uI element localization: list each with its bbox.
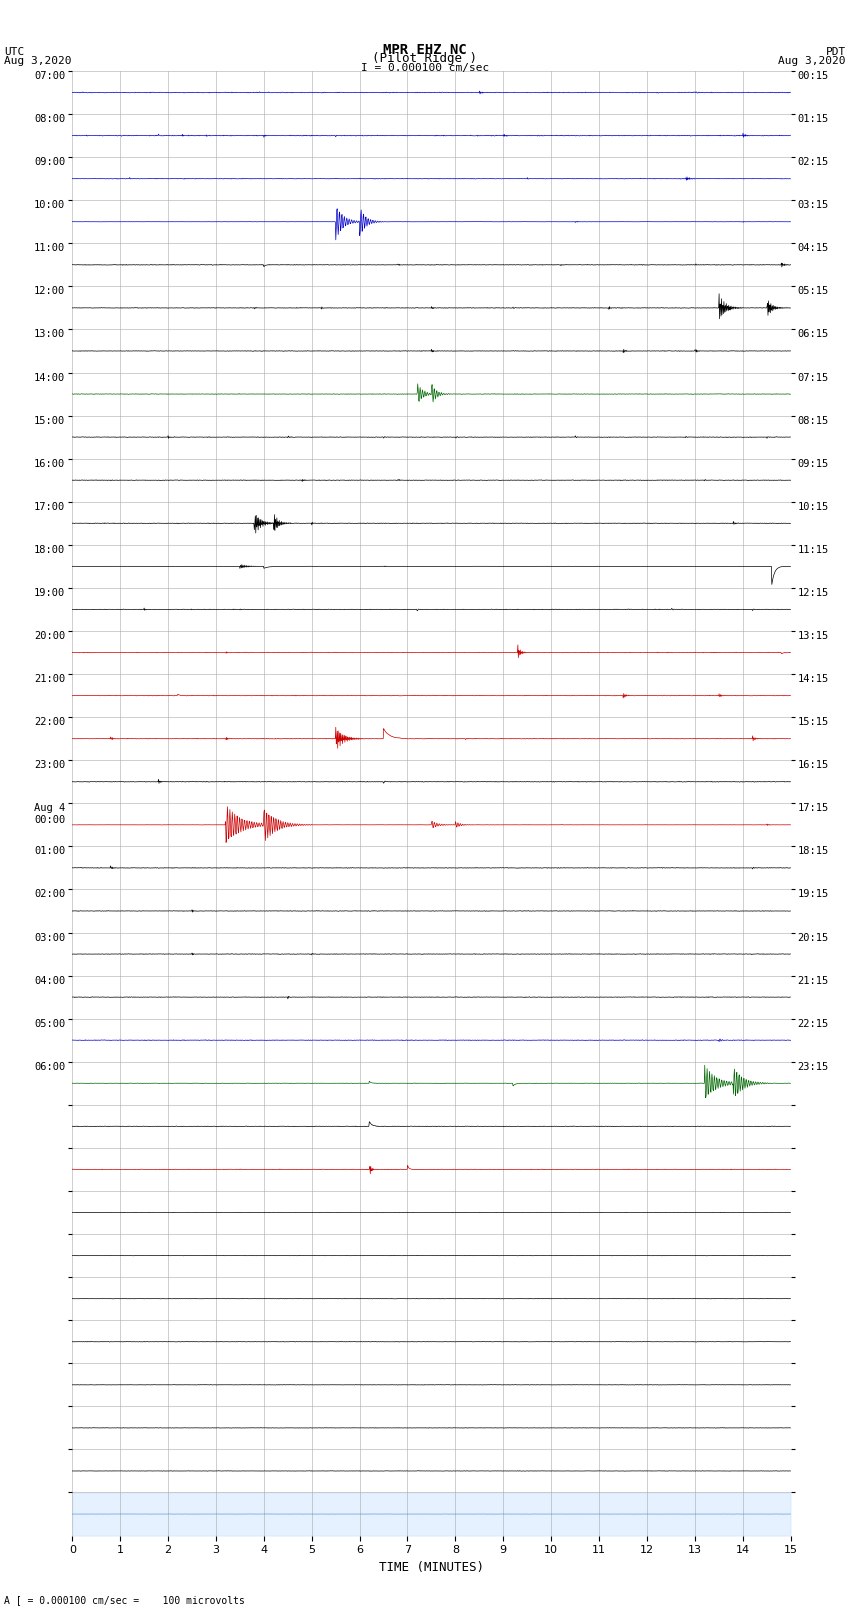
Text: UTC: UTC xyxy=(4,47,25,58)
Text: I = 0.000100 cm/sec: I = 0.000100 cm/sec xyxy=(361,63,489,73)
Text: MPR EHZ NC: MPR EHZ NC xyxy=(383,44,467,58)
Text: A [ = 0.000100 cm/sec =    100 microvolts: A [ = 0.000100 cm/sec = 100 microvolts xyxy=(4,1595,245,1605)
Text: Aug 3,2020: Aug 3,2020 xyxy=(779,56,846,66)
Text: (Pilot Ridge ): (Pilot Ridge ) xyxy=(372,52,478,65)
Text: PDT: PDT xyxy=(825,47,846,58)
X-axis label: TIME (MINUTES): TIME (MINUTES) xyxy=(379,1561,484,1574)
Text: Aug 3,2020: Aug 3,2020 xyxy=(4,56,71,66)
